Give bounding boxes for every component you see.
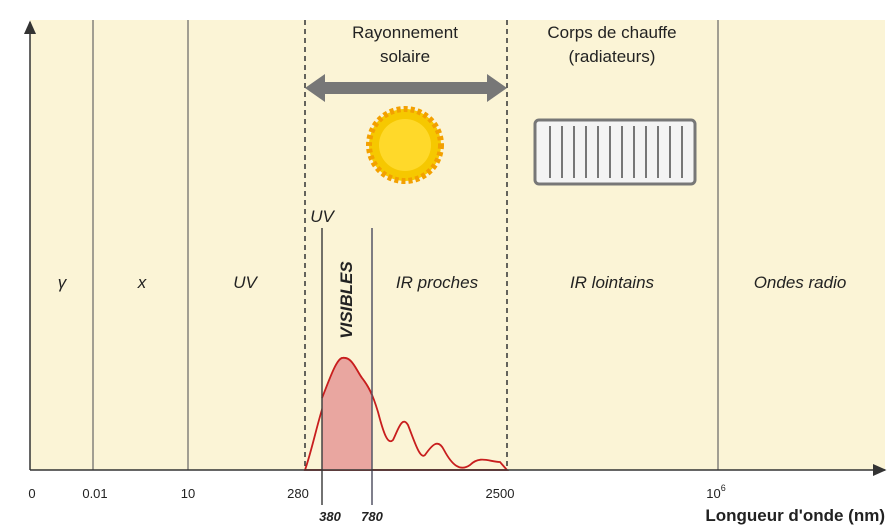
tick-label: 280 bbox=[287, 486, 309, 501]
top-label: Rayonnement bbox=[352, 23, 458, 42]
tick-label: 10 bbox=[181, 486, 195, 501]
visible-fill bbox=[322, 357, 372, 470]
top-label: (radiateurs) bbox=[569, 47, 656, 66]
top-label: Corps de chauffe bbox=[547, 23, 676, 42]
tick-label: 0.01 bbox=[82, 486, 107, 501]
axis-label: Longueur d'onde (nm) bbox=[705, 506, 885, 525]
region-label: VISIBLES bbox=[337, 261, 356, 339]
region-label: UV bbox=[310, 207, 335, 226]
visible-bound-label: 780 bbox=[361, 509, 383, 524]
radiator-icon bbox=[533, 118, 697, 186]
top-label: solaire bbox=[380, 47, 430, 66]
plot-area bbox=[30, 20, 885, 470]
tick-label: 0 bbox=[28, 486, 35, 501]
tick-label: 106 bbox=[706, 483, 725, 501]
tick-label: 2500 bbox=[486, 486, 515, 501]
region-label: γ bbox=[58, 273, 68, 292]
region-label: IR lointains bbox=[570, 273, 655, 292]
solar-range-arrow bbox=[305, 74, 507, 102]
region-label: Ondes radio bbox=[754, 273, 847, 292]
region-label: UV bbox=[233, 273, 258, 292]
region-label: x bbox=[137, 273, 147, 292]
region-label: IR proches bbox=[396, 273, 479, 292]
sun-icon bbox=[366, 106, 444, 184]
tick-exp: 6 bbox=[721, 483, 726, 493]
tick-base: 10 bbox=[706, 486, 720, 501]
visible-curve bbox=[321, 357, 373, 399]
visible-bound-label: 380 bbox=[319, 509, 341, 524]
